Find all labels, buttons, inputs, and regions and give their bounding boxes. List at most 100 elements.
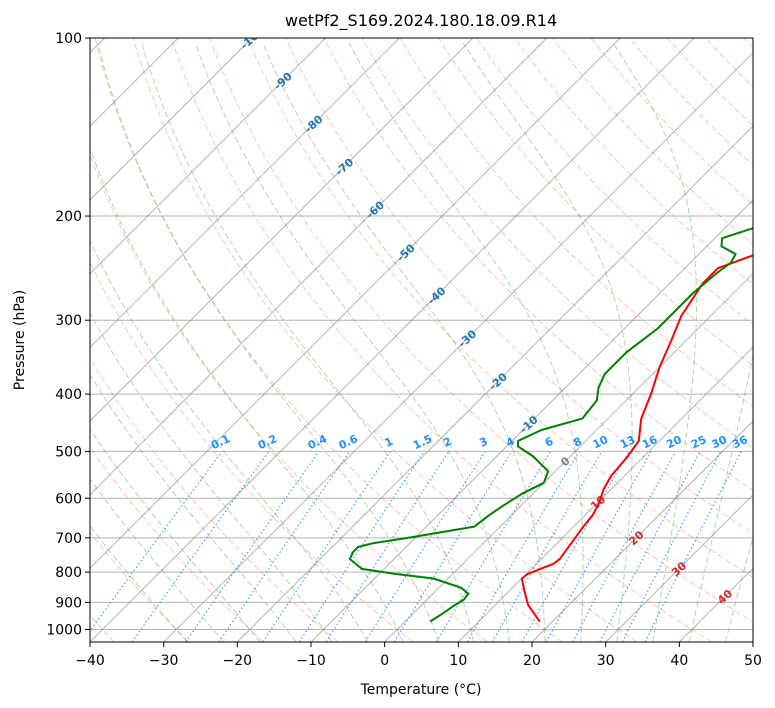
isotherm-line bbox=[90, 38, 474, 422]
x-tick-label: −40 bbox=[75, 653, 105, 669]
dry-adiabat-line bbox=[94, 38, 563, 642]
mixing-ratio-line bbox=[298, 451, 425, 642]
dewpoint-profile-line bbox=[348, 227, 753, 623]
moist-adiabat-line bbox=[90, 428, 261, 642]
moist-adiabat-line bbox=[725, 535, 753, 642]
axis-ticks: −40 −30 −20 −10 0 10 20 30 40 5010020030040050060… bbox=[46, 31, 762, 669]
mixing-ratio-line bbox=[545, 451, 652, 642]
mixing-ratio-label: 20 bbox=[664, 433, 684, 451]
dry-adiabat-line bbox=[247, 38, 753, 578]
moist-adiabat-line bbox=[90, 146, 404, 642]
mixing-ratio-line bbox=[185, 451, 320, 642]
mixing-ratio-label: 3 bbox=[477, 435, 489, 450]
mixing-ratio-line bbox=[262, 451, 391, 642]
y-tick-label: 300 bbox=[55, 313, 82, 329]
dry-adiabat-line bbox=[552, 38, 753, 245]
moist-adiabat-line bbox=[90, 478, 225, 642]
mixing-ratio-line bbox=[644, 451, 743, 642]
y-axis-label: Pressure (hPa) bbox=[12, 290, 28, 390]
isotherm-line bbox=[384, 272, 753, 642]
dry-adiabat-line bbox=[170, 38, 712, 642]
mixing-ratio-label: 6 bbox=[543, 435, 556, 450]
y-tick-label: 800 bbox=[55, 565, 82, 581]
y-tick-label: 400 bbox=[55, 387, 82, 403]
moist-adiabat-line bbox=[688, 353, 753, 642]
x-axis-label: Temperature (°C) bbox=[360, 682, 482, 698]
isotherm-line bbox=[678, 567, 753, 642]
dry-adiabat-line bbox=[399, 38, 753, 408]
mixing-ratio-label: 1 bbox=[383, 435, 395, 450]
isotherm-line bbox=[531, 420, 753, 642]
mixing-ratio-line bbox=[621, 451, 722, 642]
mixing-ratio-label: 25 bbox=[689, 433, 708, 451]
mixing-ratio-line bbox=[218, 451, 351, 642]
mixing-ratio-line bbox=[131, 451, 270, 642]
moist-adiabat-line bbox=[194, 42, 510, 642]
isotherm-line bbox=[90, 38, 253, 201]
temperature-profile-line bbox=[520, 254, 753, 623]
dry-adiabat-line bbox=[90, 261, 414, 642]
moist-adiabat-line bbox=[90, 373, 297, 642]
dry-adiabat-line bbox=[438, 38, 753, 366]
x-tick-label: 0 bbox=[380, 653, 389, 669]
chart-title: wetPf2_S169.2024.180.18.09.R14 bbox=[285, 11, 557, 31]
isotherm-line bbox=[90, 38, 548, 496]
dry-adiabat-line bbox=[514, 38, 753, 285]
dry-adiabat-line bbox=[705, 38, 753, 88]
y-tick-label: 600 bbox=[55, 491, 82, 507]
mixing-ratio-line bbox=[521, 451, 630, 642]
moist-adiabat-line bbox=[141, 42, 475, 642]
dry-adiabat-line bbox=[90, 357, 339, 642]
dry-adiabat-line bbox=[323, 38, 753, 492]
isotherm-line bbox=[90, 38, 621, 570]
mixing-ratio-line bbox=[90, 451, 223, 632]
x-tick-label: 20 bbox=[523, 653, 541, 669]
isotherm-line bbox=[605, 493, 753, 642]
dry-adiabat-line bbox=[285, 38, 753, 535]
dry-adiabat-line bbox=[667, 38, 753, 127]
mixing-ratio-label: 0.4 bbox=[306, 432, 329, 452]
isotherm-line bbox=[457, 346, 753, 642]
y-tick-label: 200 bbox=[55, 209, 82, 225]
dry-adiabat-line bbox=[209, 38, 753, 623]
dry-adiabat-line bbox=[90, 153, 488, 642]
dry-adiabat-line bbox=[132, 38, 638, 642]
y-tick-label: 500 bbox=[55, 444, 82, 460]
dry-adiabat-line bbox=[743, 38, 753, 49]
isotherm-line bbox=[310, 199, 753, 642]
moist-adiabat-line bbox=[262, 42, 546, 642]
mixing-ratio-label: 10 bbox=[591, 433, 611, 451]
moist-adiabat-line bbox=[612, 42, 698, 642]
x-tick-label: 40 bbox=[670, 653, 688, 669]
x-tick-label: −10 bbox=[296, 653, 326, 669]
dry-adiabat-line bbox=[90, 531, 190, 642]
y-tick-label: 900 bbox=[55, 595, 82, 611]
x-tick-label: −30 bbox=[149, 653, 179, 669]
mixing-ratio-line bbox=[393, 451, 513, 642]
isotherm-line bbox=[752, 641, 753, 642]
x-tick-label: 50 bbox=[744, 653, 762, 669]
x-tick-label: 10 bbox=[449, 653, 467, 669]
isotherm-line bbox=[90, 38, 400, 349]
moist-adiabat-line bbox=[90, 239, 369, 642]
mixing-ratio-label: 16 bbox=[640, 433, 660, 451]
mixing-ratio-line bbox=[572, 451, 677, 642]
moist-adiabat-line bbox=[97, 42, 439, 642]
plot-area: 0.1 0.2 0.4 0.6 1 1.5 2 3 4 6 8 10 13 16 20 25 30 36-100-… bbox=[90, 38, 753, 642]
dry-adiabat-line bbox=[90, 446, 264, 642]
mixing-ratio-label: 13 bbox=[618, 433, 637, 451]
moist-adiabat-line bbox=[462, 42, 633, 642]
isotherm-line bbox=[90, 38, 695, 642]
y-tick-label: 700 bbox=[55, 531, 82, 547]
mixing-ratio-line bbox=[325, 451, 450, 642]
dry-adiabat-line bbox=[361, 38, 753, 449]
y-tick-label: 100 bbox=[55, 31, 82, 47]
x-tick-label: −20 bbox=[223, 653, 253, 669]
y-tick-label: 1000 bbox=[46, 622, 82, 638]
mixing-ratio-label: 36 bbox=[730, 433, 750, 451]
x-tick-label: 30 bbox=[597, 653, 615, 669]
plot-frame bbox=[89, 37, 754, 643]
isotherm-line bbox=[236, 125, 753, 642]
isotherm-line bbox=[163, 51, 753, 642]
